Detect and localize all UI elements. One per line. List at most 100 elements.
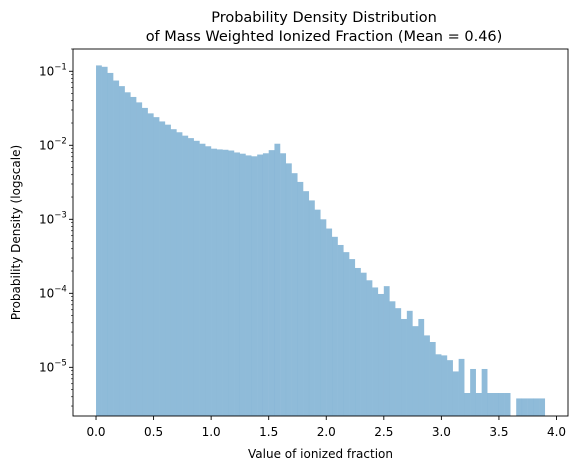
chart-title-line2: of Mass Weighted Ionized Fraction (Mean … — [146, 29, 503, 45]
histogram-bar — [130, 96, 137, 416]
y-tick-exponent: −5 — [54, 358, 67, 368]
x-axis-label: Value of ionized fraction — [248, 447, 393, 461]
y-tick-label: 10−4 — [39, 284, 67, 300]
histogram-bar — [470, 368, 476, 416]
histogram-bar — [366, 280, 373, 416]
histogram-bar — [170, 129, 177, 416]
histogram-bar — [245, 155, 252, 416]
histogram-bar — [412, 326, 419, 416]
histogram-bar — [464, 393, 471, 416]
histogram-bar — [216, 149, 223, 416]
plot-frame — [72, 48, 569, 417]
histogram-bar — [498, 393, 505, 416]
histogram-bar — [159, 121, 166, 416]
histogram-bar — [119, 86, 125, 416]
histogram-bar — [343, 252, 350, 416]
y-tick-exponent: −2 — [54, 136, 67, 146]
chart-title-line1: Probability Density Distribution — [211, 10, 437, 26]
histogram-bar — [441, 355, 448, 416]
histogram-bar — [262, 153, 269, 416]
histogram-bar — [176, 132, 183, 416]
histogram-bar — [199, 143, 206, 416]
histogram-bar — [527, 398, 534, 416]
y-tick-label: 10−2 — [39, 136, 67, 152]
histogram-bar — [96, 65, 102, 417]
histogram-bar — [274, 143, 281, 416]
x-tick-label: 1.0 — [202, 425, 221, 439]
histogram-bar — [234, 152, 240, 416]
histogram-bar — [355, 267, 361, 416]
y-tick-label: 10−1 — [39, 62, 67, 78]
histogram-bar — [124, 92, 131, 417]
x-tick-label: 2.0 — [317, 425, 336, 439]
histogram-bar — [205, 146, 212, 416]
histogram-bar — [378, 293, 384, 416]
x-tick-label: 4.0 — [547, 425, 566, 439]
histogram-bar — [337, 244, 344, 416]
histogram-bar — [136, 102, 143, 416]
histogram-bar — [360, 272, 367, 416]
histogram-bar — [539, 398, 546, 416]
histogram-bar — [349, 259, 356, 416]
histogram-bar — [101, 66, 108, 416]
histogram-bar — [372, 287, 379, 416]
histogram-bar — [188, 138, 194, 416]
histogram-bar — [516, 398, 523, 416]
x-tick-label: 0.0 — [86, 425, 105, 439]
histogram-bar — [239, 153, 246, 416]
histogram-bar — [251, 156, 258, 417]
x-tick-label: 1.5 — [259, 425, 278, 439]
histogram-bar — [458, 358, 465, 416]
histogram-bar — [147, 113, 154, 417]
histogram-bar — [257, 154, 263, 417]
histogram-bar — [297, 181, 304, 416]
histogram-bar — [222, 149, 229, 416]
histogram-bar — [285, 163, 292, 416]
histogram-bar — [228, 150, 235, 416]
histogram-bar — [452, 371, 459, 416]
histogram-bar — [401, 318, 407, 416]
x-tick-label: 3.0 — [432, 425, 451, 439]
histogram-bar — [280, 153, 287, 416]
y-axis-label: Probability Density (logscale) — [9, 145, 23, 320]
histogram-bar — [107, 72, 114, 417]
y-tick-exponent: −4 — [54, 284, 67, 294]
histogram-bar — [182, 135, 189, 416]
y-tick-exponent: −3 — [54, 210, 67, 220]
x-tick-label: 3.5 — [489, 425, 508, 439]
histogram-bar — [533, 398, 540, 416]
histogram-bar — [314, 209, 321, 416]
histogram-bar — [268, 150, 275, 416]
histogram-bar — [193, 140, 200, 417]
y-axis-ticks: 10−5 10−4 10−3 10−2 10−1 — [39, 48, 73, 407]
histogram-bar — [406, 310, 413, 416]
histogram-bar — [113, 80, 120, 416]
histogram-bar — [504, 393, 511, 416]
histogram-bar — [395, 308, 402, 416]
x-tick-label: 0.5 — [144, 425, 163, 439]
histogram-bar — [389, 301, 396, 416]
histogram-bar — [383, 286, 390, 416]
y-tick-label: 10−5 — [39, 358, 67, 374]
histogram-bar — [475, 393, 482, 416]
histogram-bar — [447, 360, 453, 416]
histogram-bar — [165, 124, 171, 416]
histogram-bar — [493, 393, 499, 416]
histogram-bar — [303, 191, 310, 416]
histogram-bar — [142, 107, 148, 416]
y-tick-exponent: −1 — [54, 62, 67, 72]
x-tick-label: 2.5 — [374, 425, 393, 439]
histogram-bar — [326, 228, 333, 416]
histogram-bar — [487, 393, 494, 416]
histogram-bar — [481, 368, 488, 416]
x-axis-ticks: 0.0 0.5 1.0 1.5 2.0 2.5 3.0 3.5 4.0 — [86, 416, 566, 439]
histogram-bar — [418, 318, 425, 416]
histogram-bars — [96, 65, 546, 417]
y-tick-label: 10−3 — [39, 210, 67, 226]
histogram-bar — [153, 117, 160, 417]
histogram-bar — [320, 219, 327, 416]
histogram-bar — [211, 148, 217, 416]
histogram-bar — [521, 398, 528, 416]
histogram-bar — [308, 200, 315, 416]
histogram-bar — [291, 173, 298, 416]
